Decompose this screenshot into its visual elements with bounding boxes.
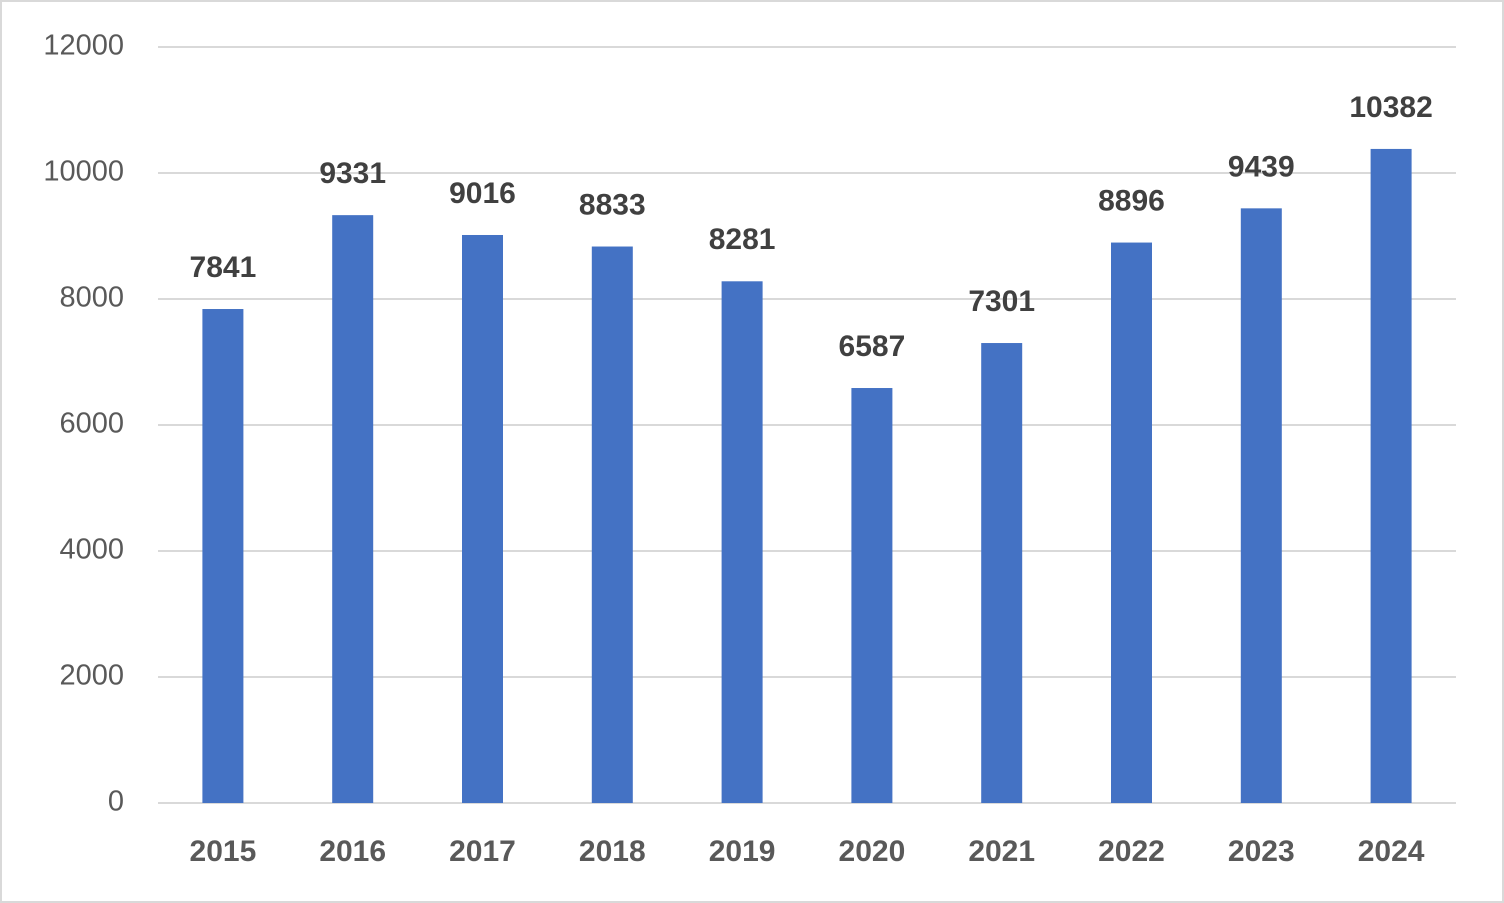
x-tick-label: 2024 [1358, 835, 1425, 868]
x-tick-label: 2017 [449, 835, 516, 868]
bar [1111, 242, 1152, 803]
y-tick-label: 12000 [43, 30, 124, 62]
data-label: 9331 [319, 157, 386, 190]
data-label: 7841 [190, 251, 257, 284]
x-tick-label: 2015 [190, 835, 257, 868]
y-tick-label: 8000 [59, 282, 124, 314]
bar [591, 246, 633, 803]
x-tick-label: 2023 [1228, 835, 1295, 868]
x-tick-label: 2020 [839, 835, 906, 868]
y-tick-label: 2000 [59, 660, 124, 692]
data-label: 8833 [579, 188, 646, 221]
x-tick-label: 2018 [579, 835, 646, 868]
x-tick-label: 2021 [968, 835, 1035, 868]
bar [202, 309, 244, 803]
x-tick-label: 2022 [1098, 835, 1165, 868]
x-tick-label: 2016 [319, 835, 386, 868]
y-tick-label: 6000 [59, 408, 124, 440]
y-tick-label: 4000 [59, 534, 124, 566]
bar [721, 281, 763, 803]
bar [851, 388, 893, 803]
bar [981, 343, 1023, 803]
data-label: 7301 [968, 285, 1035, 318]
data-label: 10382 [1349, 91, 1432, 124]
data-label: 8896 [1098, 184, 1165, 217]
bar [462, 234, 503, 803]
x-tick-label: 2019 [709, 835, 776, 868]
y-tick-label: 10000 [43, 156, 124, 188]
data-label: 6587 [839, 330, 906, 363]
bar [332, 215, 374, 804]
bar [1370, 148, 1412, 803]
data-label: 8281 [709, 223, 776, 256]
data-label: 9439 [1228, 150, 1295, 183]
bar [1240, 208, 1282, 803]
y-tick-label: 0 [108, 786, 124, 818]
data-label: 9016 [449, 177, 516, 210]
